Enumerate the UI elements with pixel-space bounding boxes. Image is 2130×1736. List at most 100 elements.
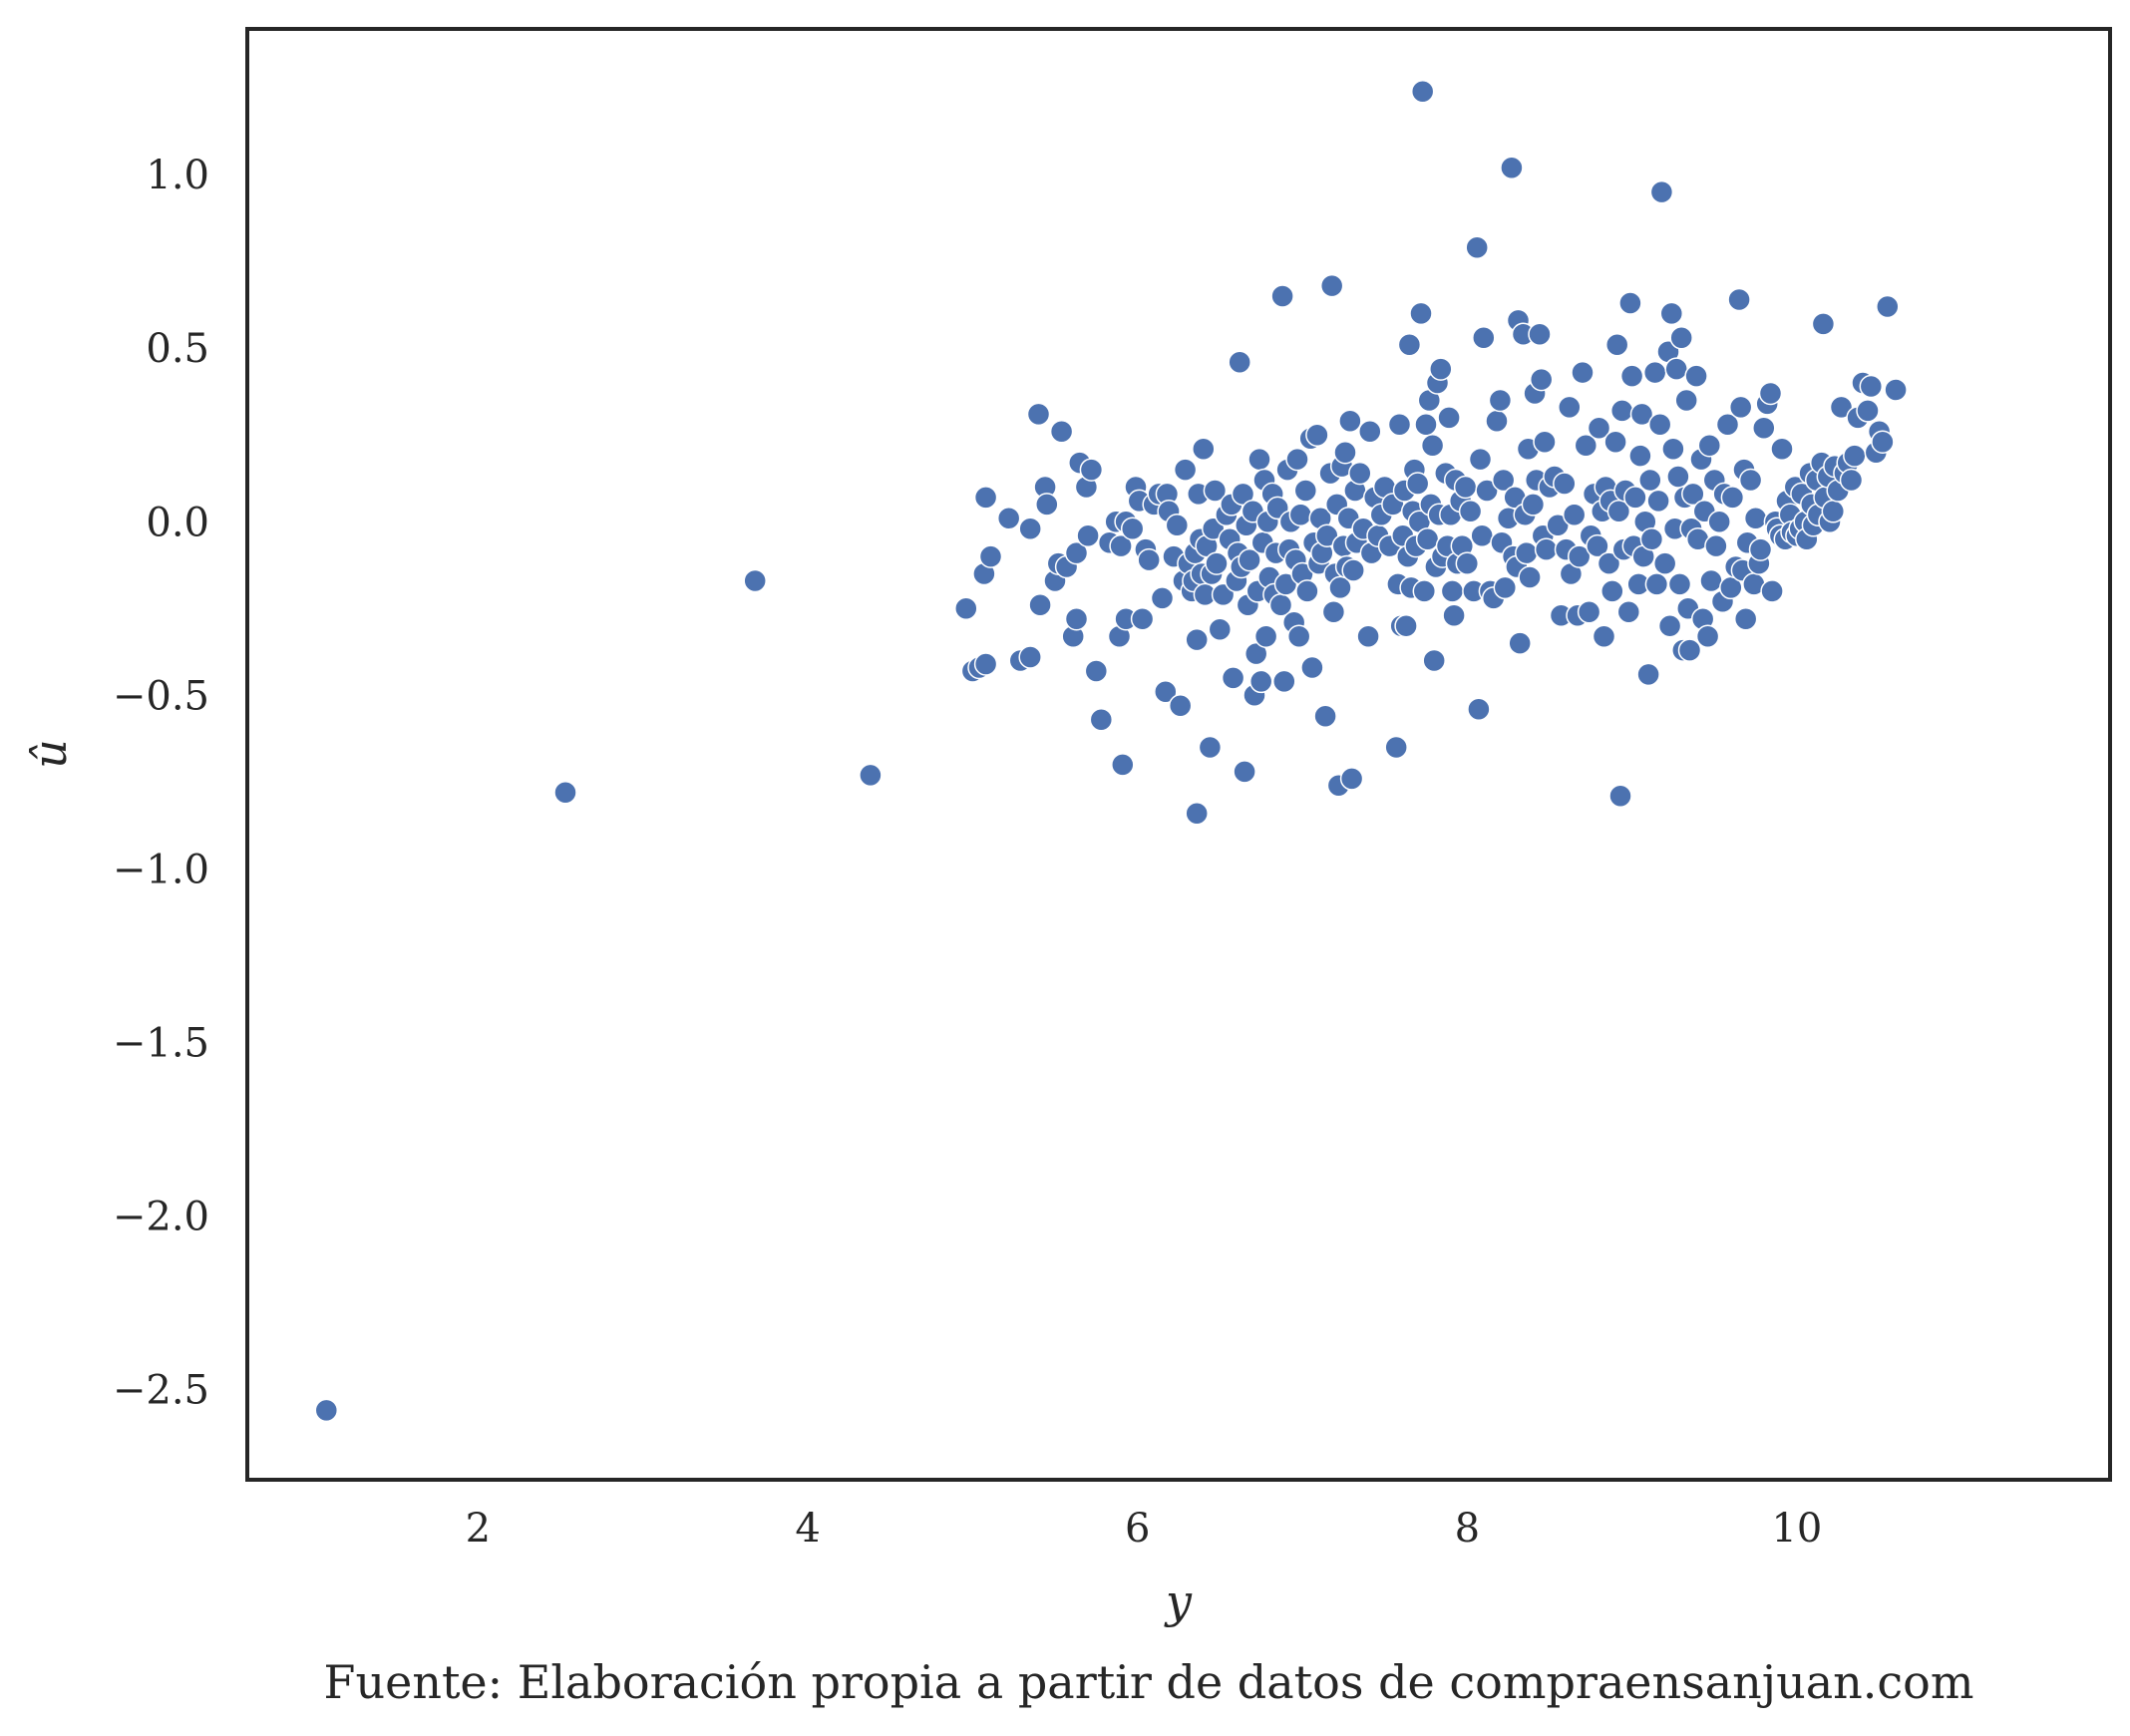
scatter-point bbox=[1470, 523, 1494, 547]
scatter-point bbox=[1491, 468, 1516, 493]
scatter-point bbox=[1720, 486, 1745, 510]
scatter-point bbox=[1586, 533, 1609, 558]
scatter-point bbox=[1238, 547, 1261, 572]
scatter-point bbox=[1472, 326, 1496, 350]
y-tick-label: −1.5 bbox=[113, 1020, 209, 1066]
scatter-point bbox=[1562, 503, 1587, 527]
scatter-point bbox=[1285, 447, 1309, 472]
scatter-point bbox=[1192, 437, 1216, 461]
scatter-point bbox=[954, 596, 978, 621]
scatter-point bbox=[1843, 444, 1867, 468]
scatter-point bbox=[1657, 613, 1682, 638]
scatter-point bbox=[1518, 565, 1542, 589]
scatter-point bbox=[1333, 440, 1357, 465]
scatter-point bbox=[1185, 627, 1209, 652]
scatter-point bbox=[1553, 472, 1577, 496]
scatter-point bbox=[1248, 669, 1273, 694]
scatter-point bbox=[1811, 312, 1836, 336]
scatter-point bbox=[1079, 458, 1104, 482]
scatter-point bbox=[1488, 388, 1513, 413]
scatter-point bbox=[1233, 760, 1256, 784]
scatter-point bbox=[1758, 381, 1783, 406]
scatter-point bbox=[1109, 533, 1133, 558]
scatter-point bbox=[743, 568, 767, 593]
scatter-point bbox=[1587, 416, 1611, 441]
y-tick-label: 0.0 bbox=[146, 500, 209, 545]
x-tick-label: 6 bbox=[1125, 1506, 1150, 1552]
scatter-point bbox=[1356, 624, 1380, 648]
scatter-point bbox=[1567, 544, 1592, 568]
scatter-point bbox=[1084, 659, 1109, 683]
scatter-point bbox=[1884, 378, 1908, 402]
scatter-point bbox=[1597, 551, 1621, 575]
scatter-point bbox=[1839, 468, 1864, 493]
scatter-point bbox=[1273, 572, 1298, 596]
scatter-point bbox=[1604, 333, 1629, 357]
scatter-point bbox=[1384, 735, 1408, 760]
scatter-point bbox=[1358, 420, 1382, 444]
scatter-point bbox=[1752, 416, 1776, 441]
scatter-point bbox=[1455, 551, 1480, 575]
scatter-point bbox=[1049, 420, 1074, 444]
scatter-point bbox=[1315, 523, 1339, 547]
y-tick-label: 1.0 bbox=[146, 153, 209, 198]
scatter-point bbox=[1661, 437, 1685, 461]
scatter-point bbox=[1339, 767, 1364, 791]
scatter-point bbox=[1638, 468, 1662, 493]
scatter-point bbox=[1319, 273, 1344, 298]
scatter-point bbox=[1629, 402, 1654, 427]
scatter-point bbox=[1228, 350, 1251, 374]
scatter-point bbox=[1076, 523, 1100, 547]
y-axis-label: û bbox=[23, 739, 77, 769]
scatter-point bbox=[1533, 430, 1557, 454]
scatter-point bbox=[1253, 624, 1278, 648]
scatter-point bbox=[1681, 482, 1705, 507]
scatter-point bbox=[1467, 697, 1491, 721]
scatter-point bbox=[1485, 409, 1509, 434]
scatter-point bbox=[1429, 357, 1453, 381]
scatter-point bbox=[973, 486, 998, 510]
y-tick-label: 0.5 bbox=[146, 326, 209, 372]
scatter-point bbox=[1120, 517, 1145, 540]
y-tick-label: −2.0 bbox=[113, 1195, 209, 1240]
scatter-point bbox=[1247, 447, 1271, 472]
scatter-point bbox=[1288, 503, 1313, 527]
scatter-point bbox=[1699, 568, 1723, 593]
scatter-point bbox=[1168, 694, 1193, 718]
y-tick-label: −0.5 bbox=[113, 673, 209, 719]
scatter-point bbox=[1412, 579, 1437, 603]
scatter-point bbox=[1659, 301, 1684, 326]
scatter-point bbox=[1493, 575, 1518, 600]
scatter-point bbox=[973, 652, 998, 676]
scatter-point bbox=[1165, 514, 1190, 537]
scatter-point bbox=[1305, 423, 1329, 448]
scatter-point bbox=[1397, 333, 1422, 357]
scatter-point bbox=[1243, 641, 1268, 666]
scatter-point bbox=[1577, 600, 1601, 624]
scatter-point bbox=[1704, 533, 1728, 558]
y-tick-label: −1.0 bbox=[113, 847, 209, 892]
scatter-point bbox=[1414, 413, 1438, 437]
scatter-point bbox=[1150, 586, 1175, 610]
scatter-point bbox=[1728, 395, 1753, 420]
scatter-point bbox=[1649, 179, 1674, 204]
scatter-point bbox=[1715, 413, 1740, 437]
scatter-point bbox=[1198, 735, 1223, 760]
scatter-point bbox=[1394, 613, 1418, 638]
scatter-point bbox=[1064, 606, 1089, 631]
scatter-point bbox=[1173, 458, 1198, 482]
scatter-point bbox=[1205, 551, 1229, 575]
scatter-point bbox=[1293, 479, 1318, 503]
scatter-point bbox=[1018, 517, 1042, 540]
scatter-point bbox=[1677, 638, 1702, 662]
scatter-point bbox=[1415, 526, 1440, 551]
scatter-point bbox=[1695, 624, 1720, 648]
scatter-point bbox=[1154, 680, 1178, 704]
scatter-point bbox=[1409, 301, 1433, 326]
scatter-point bbox=[1028, 593, 1052, 617]
scatter-point bbox=[1592, 624, 1616, 648]
scatter-point bbox=[1571, 360, 1595, 385]
scatter-point bbox=[1272, 669, 1296, 694]
x-tick-label: 2 bbox=[466, 1506, 491, 1552]
y-tick-labels: 1.0 0.5 0.0 −0.5 −1.0 −1.5 −2.0 −2.5 bbox=[113, 153, 209, 1413]
